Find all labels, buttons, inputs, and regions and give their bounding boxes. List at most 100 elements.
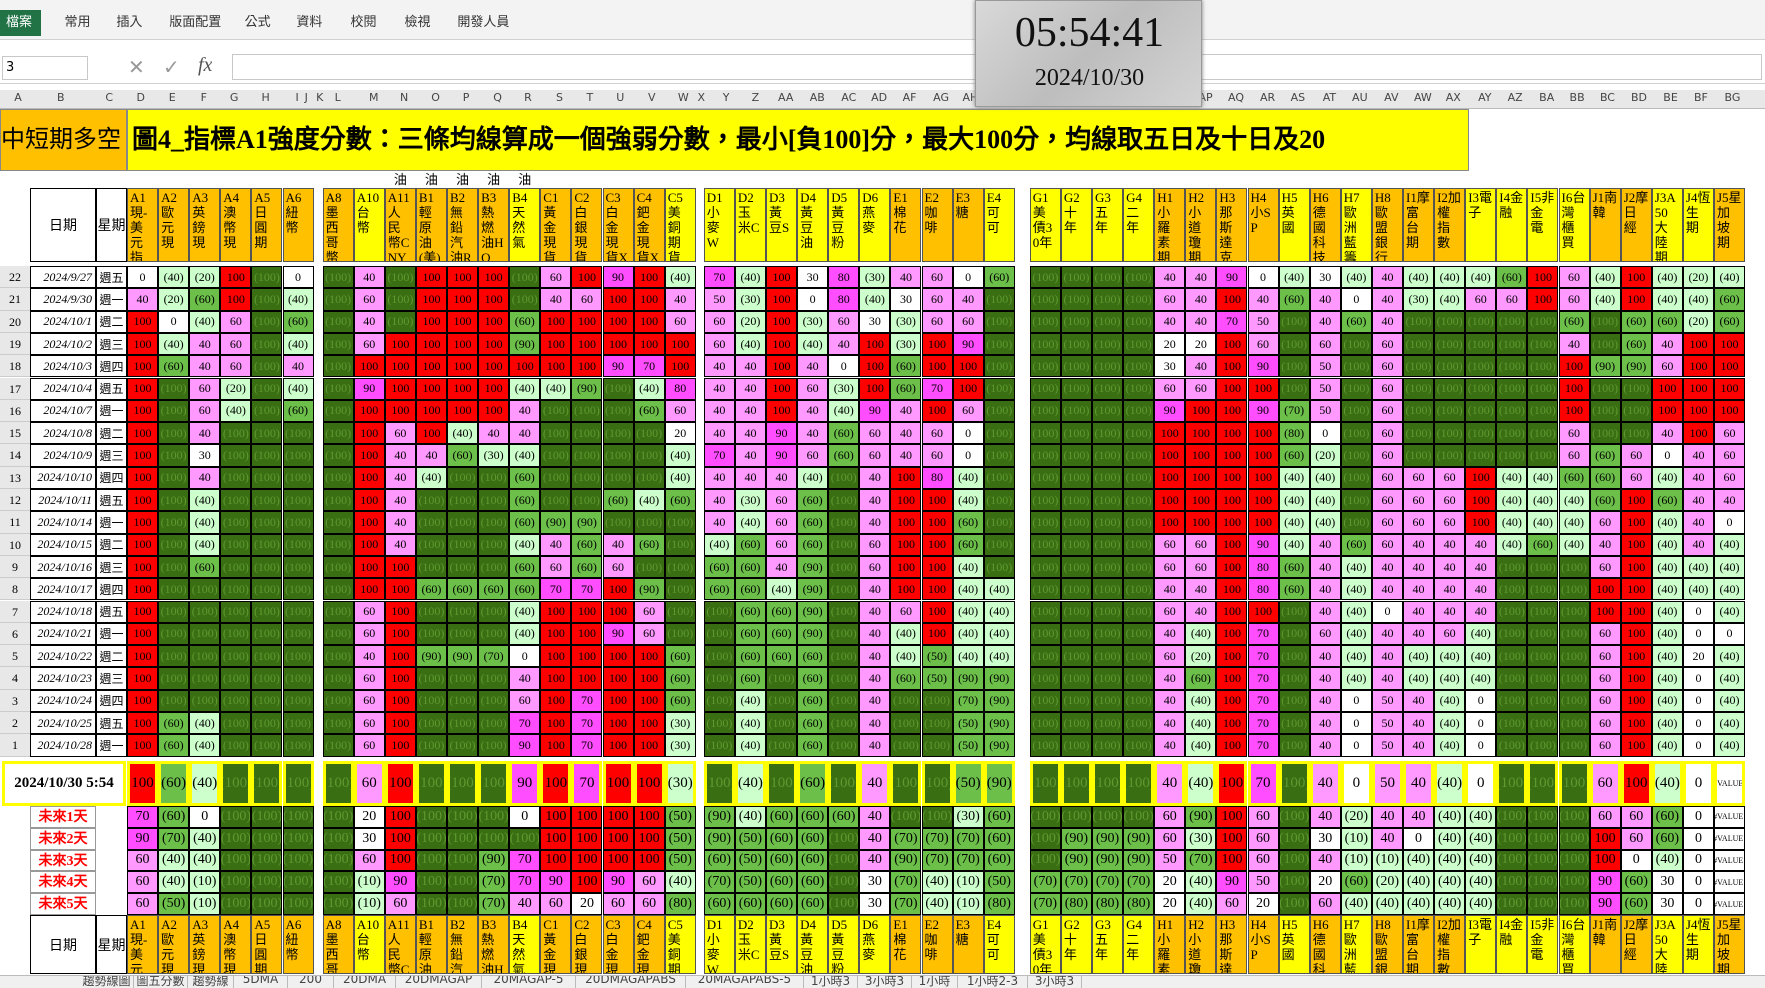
- column-header-cell: A3英鎊現: [189, 188, 221, 262]
- ribbon-tab[interactable]: 校閱: [350, 15, 377, 30]
- column-letter[interactable]: V: [648, 91, 656, 104]
- column-letter[interactable]: AD: [871, 91, 888, 104]
- column-letter[interactable]: BD: [1631, 91, 1648, 104]
- column-letter[interactable]: W: [677, 91, 689, 104]
- column-letter[interactable]: H: [261, 91, 270, 104]
- score-cell: 40: [1309, 600, 1341, 623]
- sheet-tab[interactable]: 3小時3: [858, 976, 912, 988]
- column-letter[interactable]: E: [168, 91, 176, 104]
- sheet-tab[interactable]: 1小時2-3: [958, 976, 1028, 988]
- sheet-tab[interactable]: 3小時3: [1028, 976, 1082, 988]
- ribbon-tab[interactable]: 公式: [244, 15, 271, 30]
- sheet-tab[interactable]: 5DMA: [234, 976, 288, 988]
- column-letter[interactable]: K: [316, 91, 324, 104]
- column-letter[interactable]: BE: [1663, 91, 1678, 104]
- score-cell: (100): [158, 422, 190, 445]
- column-letter[interactable]: AQ: [1228, 91, 1245, 104]
- sheet-tab[interactable]: 圖五分數: [134, 976, 188, 988]
- score-cell: (100): [1123, 422, 1155, 445]
- sheet-tab[interactable]: 1小時3: [804, 976, 858, 988]
- column-letter[interactable]: I: [295, 91, 299, 104]
- column-letter[interactable]: BF: [1693, 91, 1708, 104]
- column-letter[interactable]: BG: [1724, 91, 1741, 104]
- sheet-tab[interactable]: 20MAGAPABS-5: [686, 976, 804, 988]
- column-letter[interactable]: AC: [841, 91, 857, 104]
- sheet-tab[interactable]: 20MAGAP-5: [482, 976, 576, 988]
- ribbon-tab[interactable]: 版面配置: [169, 15, 222, 30]
- column-letter[interactable]: A: [14, 91, 22, 104]
- ribbon-tab[interactable]: 資料: [296, 15, 323, 30]
- score-cell: 100: [890, 489, 922, 512]
- enter-icon[interactable]: ✓: [163, 55, 180, 79]
- sheet-tab[interactable]: 趨勢線: [188, 976, 234, 988]
- column-letter[interactable]: L: [334, 91, 341, 104]
- column-letter[interactable]: AY: [1478, 91, 1492, 104]
- column-letter[interactable]: AU: [1352, 91, 1368, 104]
- column-letter[interactable]: T: [586, 91, 594, 104]
- column-letter[interactable]: U: [616, 91, 625, 104]
- column-letter[interactable]: AB: [809, 91, 825, 104]
- score-cell: 100: [447, 377, 479, 400]
- column-letter[interactable]: O: [431, 91, 440, 104]
- score-cell: (100): [1060, 533, 1092, 556]
- ribbon-tab[interactable]: 插入: [116, 15, 143, 30]
- column-letter[interactable]: Q: [493, 91, 502, 104]
- column-header-cell: I4金融: [1496, 188, 1528, 262]
- score-cell: (60): [766, 600, 798, 623]
- column-letter[interactable]: Y: [722, 91, 730, 104]
- column-letter[interactable]: AH: [962, 91, 979, 104]
- fx-button[interactable]: fx: [198, 54, 213, 76]
- sheet-tab[interactable]: 趨勢線圖: [80, 976, 134, 988]
- column-letter[interactable]: B: [57, 91, 65, 104]
- forecast-cell: 40: [1403, 806, 1435, 828]
- column-letter[interactable]: AS: [1290, 91, 1306, 104]
- column-letter[interactable]: G: [229, 91, 239, 104]
- column-letter[interactable]: J: [304, 91, 308, 104]
- column-letter[interactable]: BB: [1569, 91, 1585, 104]
- column-letter[interactable]: S: [555, 91, 563, 104]
- column-letter[interactable]: AW: [1413, 91, 1432, 104]
- sheet-tab[interactable]: 20DMAGAPABS: [576, 976, 686, 988]
- forecast-cell: 100: [1216, 849, 1248, 872]
- score-cell: 60: [1434, 511, 1466, 534]
- score-cell: 60: [1371, 355, 1403, 378]
- score-cell: (40): [952, 555, 984, 579]
- column-letter[interactable]: AT: [1322, 91, 1337, 104]
- column-letter[interactable]: N: [400, 91, 409, 104]
- forecast-cell: (50): [734, 827, 766, 850]
- score-cell: (40): [1651, 667, 1683, 690]
- column-letter[interactable]: AF: [902, 91, 917, 104]
- column-letter[interactable]: D: [136, 91, 145, 104]
- column-letter[interactable]: F: [200, 91, 207, 104]
- column-letter[interactable]: R: [524, 91, 532, 104]
- score-cell: 100: [1216, 689, 1248, 712]
- column-letter[interactable]: BA: [1539, 91, 1555, 104]
- column-header-cell: H8歐盟銀行: [1371, 188, 1403, 262]
- cancel-icon[interactable]: ✕: [128, 55, 145, 79]
- column-letter[interactable]: AX: [1445, 91, 1461, 104]
- column-letter[interactable]: C: [105, 91, 114, 104]
- column-letter[interactable]: AG: [933, 91, 949, 104]
- column-letter[interactable]: AV: [1384, 91, 1399, 104]
- column-letter[interactable]: AA: [778, 91, 794, 104]
- score-cell: 40: [478, 422, 510, 445]
- sheet-tab[interactable]: 1小時: [912, 976, 958, 988]
- score-cell: 100: [1527, 288, 1559, 311]
- column-letter[interactable]: BC: [1599, 91, 1615, 104]
- sheet-tab[interactable]: 20DMA: [334, 976, 396, 988]
- ribbon-tab[interactable]: 開發人員: [457, 15, 510, 30]
- column-letter[interactable]: M: [368, 91, 379, 104]
- name-box[interactable]: 3: [2, 56, 88, 80]
- column-letter[interactable]: P: [462, 91, 470, 104]
- score-cell: (100): [703, 645, 735, 668]
- column-letter[interactable]: Z: [751, 91, 760, 104]
- column-letter[interactable]: AR: [1259, 91, 1276, 104]
- column-letter[interactable]: AP: [1198, 91, 1213, 104]
- sheet-tab[interactable]: 20DMAGAP: [396, 976, 482, 988]
- ribbon-tab[interactable]: 檢視: [404, 15, 431, 30]
- column-letter[interactable]: AZ: [1507, 91, 1523, 104]
- sheet-tab[interactable]: 200: [288, 976, 334, 988]
- ribbon-tab[interactable]: 檔案: [0, 10, 41, 36]
- ribbon-tab[interactable]: 常用: [64, 15, 91, 30]
- column-letter[interactable]: X: [697, 91, 706, 104]
